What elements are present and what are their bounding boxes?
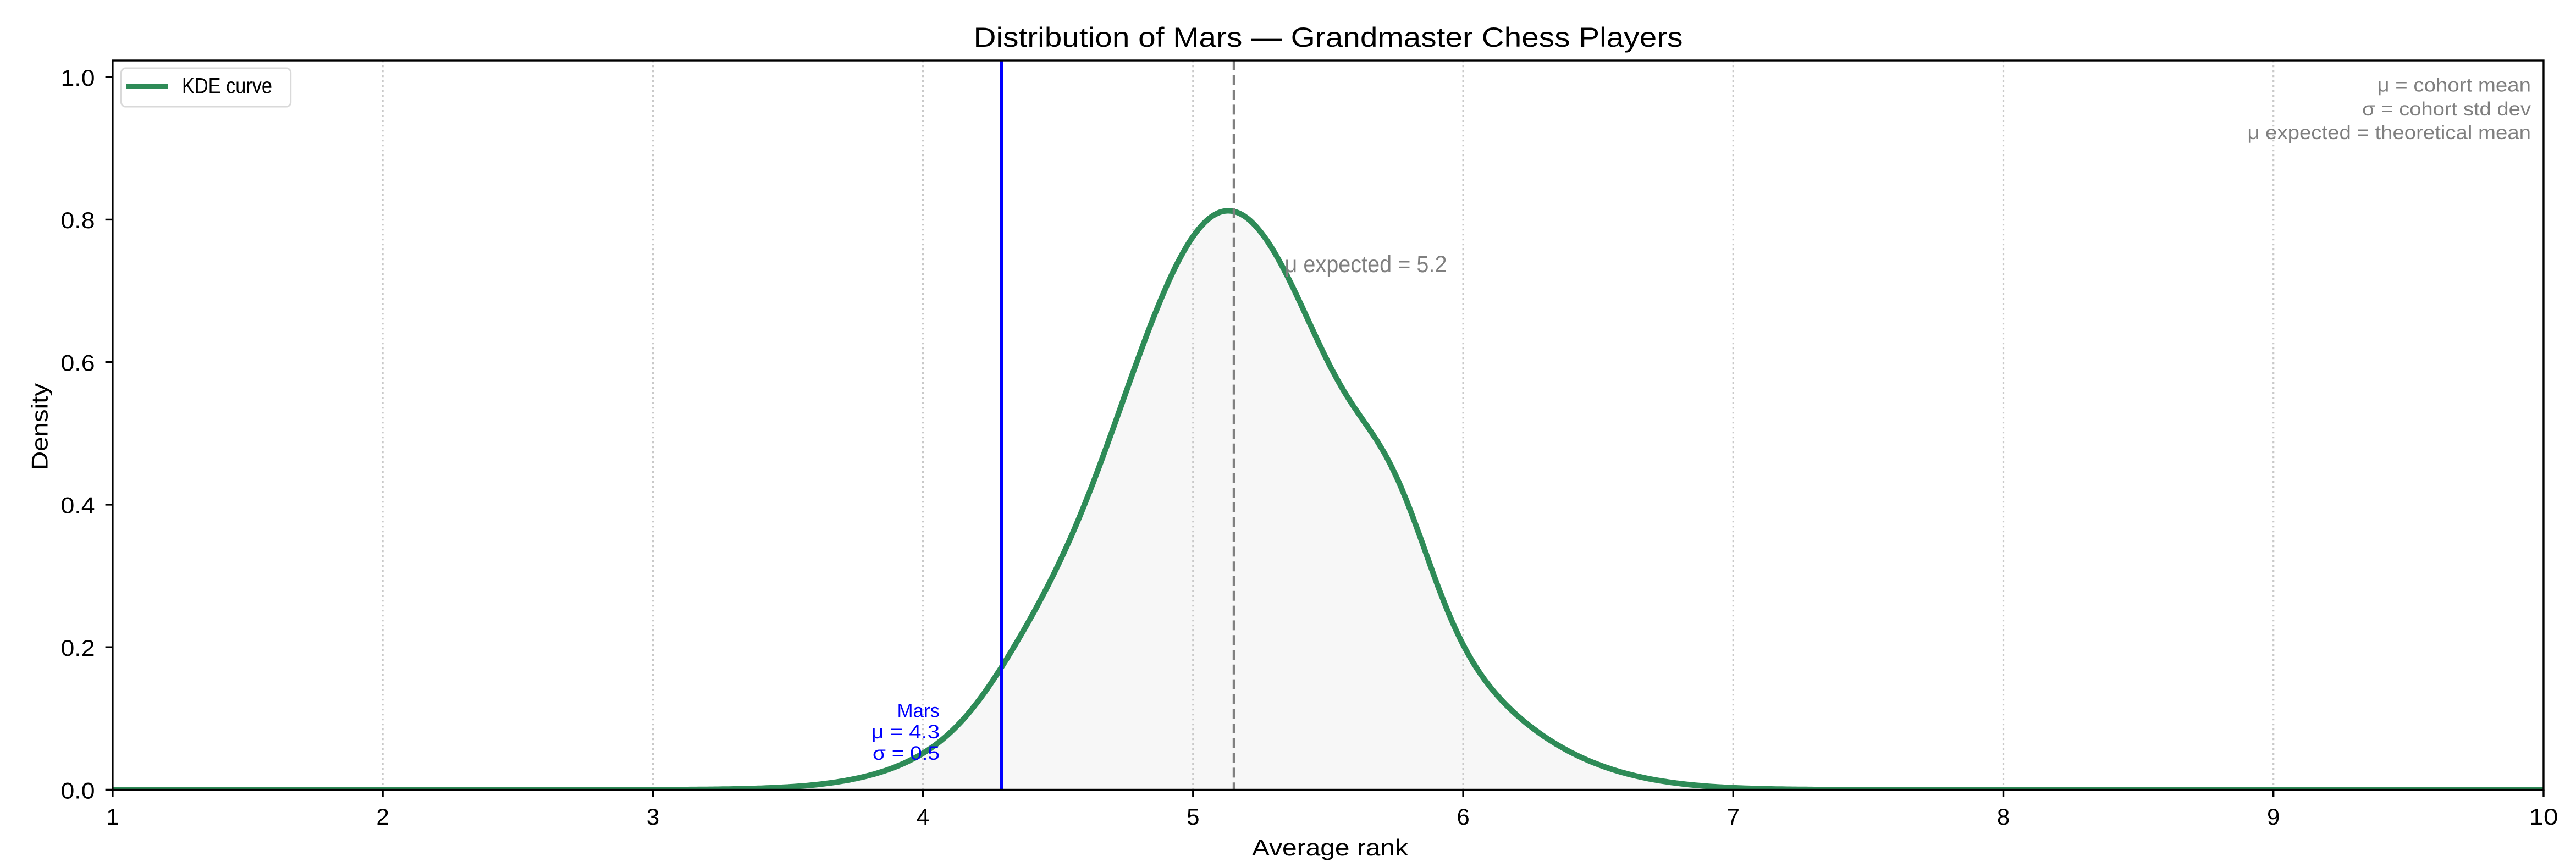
- svg-text:Mars: Mars: [897, 700, 940, 721]
- svg-text:2: 2: [376, 804, 389, 830]
- svg-text:KDE curve: KDE curve: [182, 74, 272, 98]
- svg-text:9: 9: [2267, 804, 2280, 830]
- svg-text:0.2: 0.2: [61, 635, 95, 661]
- svg-text:σ = 0.5: σ = 0.5: [873, 743, 940, 764]
- svg-text:Density: Density: [27, 383, 53, 470]
- svg-text:Average rank: Average rank: [1252, 835, 1409, 860]
- svg-text:μ = cohort mean: μ = cohort mean: [2378, 74, 2531, 96]
- svg-text:μ = 4.3: μ = 4.3: [871, 721, 940, 743]
- svg-text:0.6: 0.6: [61, 350, 95, 376]
- svg-text:8: 8: [1997, 804, 2010, 830]
- svg-text:μ expected = 5.2: μ expected = 5.2: [1285, 251, 1447, 278]
- svg-text:μ expected = theoretical mean: μ expected = theoretical mean: [2247, 122, 2531, 143]
- svg-text:4: 4: [917, 804, 929, 830]
- svg-text:0.0: 0.0: [61, 777, 95, 803]
- svg-text:7: 7: [1727, 804, 1740, 830]
- svg-text:1: 1: [106, 804, 119, 830]
- svg-text:σ = cohort std dev: σ = cohort std dev: [2362, 98, 2531, 120]
- svg-text:1.0: 1.0: [61, 65, 95, 91]
- svg-text:3: 3: [647, 804, 659, 830]
- svg-text:5: 5: [1187, 804, 1199, 830]
- svg-text:6: 6: [1457, 804, 1469, 830]
- svg-text:0.8: 0.8: [61, 207, 95, 233]
- svg-text:10: 10: [2529, 804, 2558, 830]
- svg-text:Distribution of Mars — Grandma: Distribution of Mars — Grandmaster Chess…: [974, 22, 1683, 53]
- svg-text:0.4: 0.4: [61, 493, 95, 518]
